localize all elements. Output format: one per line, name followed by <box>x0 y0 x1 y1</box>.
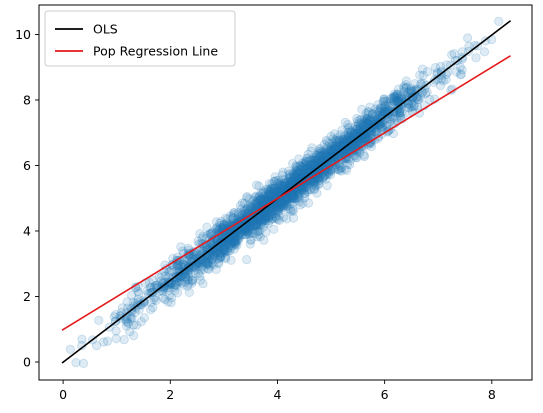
scatter-point <box>303 154 311 162</box>
legend-entry: Pop Regression Line <box>93 44 218 59</box>
scatter-point <box>231 237 239 245</box>
scatter-point <box>79 359 87 367</box>
x-axis: 0 2 4 6 8 <box>59 380 496 402</box>
scatter-point <box>380 97 388 105</box>
scatter-point <box>177 243 185 251</box>
scatter-point <box>185 273 193 281</box>
scatter-point <box>165 291 173 299</box>
scatter-point <box>464 34 472 42</box>
y-tick-label: 2 <box>23 289 31 304</box>
x-tick-label: 8 <box>488 387 496 402</box>
scatter-point <box>72 359 80 367</box>
scatter-point <box>243 255 251 263</box>
scatter-point <box>270 225 278 233</box>
scatter-point <box>211 252 219 260</box>
y-tick-label: 4 <box>23 223 31 238</box>
scatter-point <box>287 207 295 215</box>
scatter-point <box>330 130 338 138</box>
scatter-point <box>66 345 74 353</box>
scatter-point <box>199 280 207 288</box>
scatter-point <box>271 177 279 185</box>
y-tick-label: 0 <box>23 354 31 369</box>
scatter-point <box>402 81 410 89</box>
scatter-point <box>100 338 108 346</box>
y-axis: 0 2 4 6 8 10 <box>15 27 39 370</box>
x-tick-label: 2 <box>166 387 174 402</box>
scatter-point <box>366 116 374 124</box>
scatter-point <box>112 334 120 342</box>
scatter-point <box>152 296 160 304</box>
scatter-point <box>465 42 473 50</box>
regression-lines <box>62 21 511 363</box>
scatter-point <box>425 95 433 103</box>
scatter-point <box>407 99 415 107</box>
scatter-point <box>196 230 204 238</box>
scatter-point <box>423 67 431 75</box>
scatter-point <box>120 335 128 343</box>
scatter-point <box>221 253 229 261</box>
y-tick-label: 6 <box>23 158 31 173</box>
scatter-point <box>387 115 395 123</box>
scatter-point <box>296 201 304 209</box>
scatter-point <box>388 94 396 102</box>
scatter-point <box>245 223 253 231</box>
scatter-point <box>165 268 173 276</box>
scatter-point <box>279 168 287 176</box>
scatter-point <box>289 192 297 200</box>
scatter-point <box>323 181 331 189</box>
scatter-point <box>95 316 103 324</box>
scatter-point <box>323 153 331 161</box>
x-tick-label: 4 <box>273 387 281 402</box>
scatter-point <box>480 48 488 56</box>
scatter-point <box>274 215 282 223</box>
x-tick-label: 0 <box>59 387 67 402</box>
scatter-point <box>129 321 137 329</box>
scatter-point <box>127 291 135 299</box>
scatter-point <box>411 80 419 88</box>
x-tick-label: 6 <box>381 387 389 402</box>
scatter-point <box>360 152 368 160</box>
scatter-point <box>296 166 304 174</box>
scatter-point <box>396 108 404 116</box>
scatter-point <box>254 193 262 201</box>
series-line-ols <box>62 21 511 363</box>
scatter-point <box>450 50 458 58</box>
scatter-point <box>357 119 365 127</box>
scatter-point <box>472 54 480 62</box>
legend-entry: OLS <box>93 22 118 37</box>
scatter-point <box>457 70 465 78</box>
y-tick-label: 8 <box>23 92 31 107</box>
legend: OLS Pop Regression Line <box>45 11 235 66</box>
y-tick-label: 10 <box>15 27 31 42</box>
series-line-pop-regression <box>62 56 511 330</box>
scatter-point <box>495 17 503 25</box>
scatter-point <box>247 236 255 244</box>
